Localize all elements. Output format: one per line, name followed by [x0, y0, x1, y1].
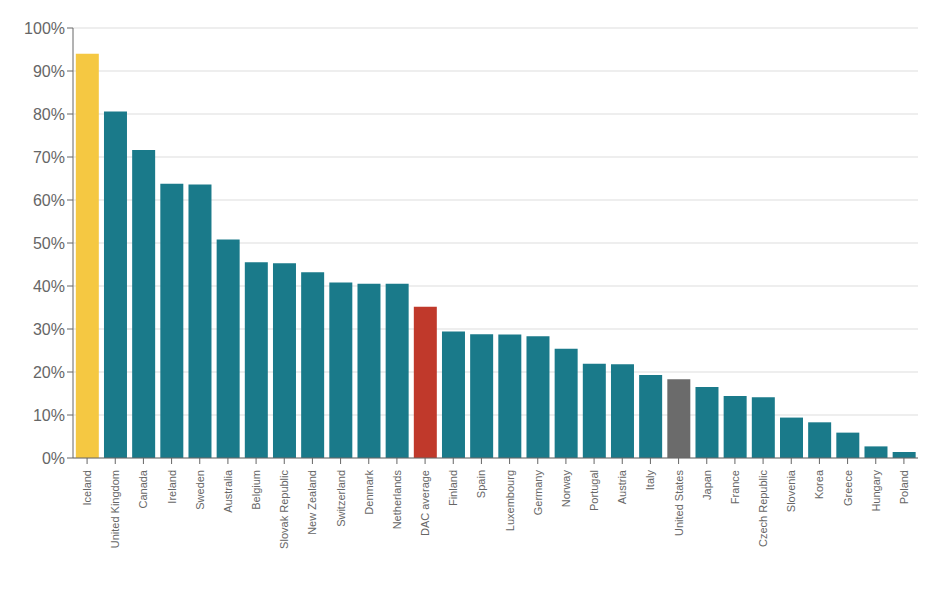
- svg-text:100%: 100%: [24, 20, 65, 37]
- svg-text:Italy: Italy: [644, 470, 656, 491]
- svg-text:France: France: [729, 470, 741, 504]
- svg-text:Slovenia: Slovenia: [785, 469, 797, 512]
- svg-text:60%: 60%: [33, 192, 65, 209]
- svg-text:Switzerland: Switzerland: [335, 470, 347, 527]
- svg-text:Ireland: Ireland: [166, 470, 178, 504]
- svg-text:Luxembourg: Luxembourg: [504, 470, 516, 531]
- svg-text:Greece: Greece: [842, 470, 854, 506]
- svg-text:50%: 50%: [33, 235, 65, 252]
- svg-text:Sweden: Sweden: [194, 470, 206, 510]
- svg-text:Portugal: Portugal: [588, 470, 600, 511]
- svg-text:Hungary: Hungary: [870, 470, 882, 512]
- svg-text:Germany: Germany: [532, 470, 544, 516]
- svg-text:90%: 90%: [33, 63, 65, 80]
- svg-text:Canada: Canada: [137, 469, 149, 508]
- svg-text:0%: 0%: [42, 450, 65, 467]
- svg-text:Spain: Spain: [475, 470, 487, 498]
- svg-text:Finland: Finland: [447, 470, 459, 506]
- svg-text:United States: United States: [673, 470, 685, 537]
- svg-text:70%: 70%: [33, 149, 65, 166]
- svg-text:10%: 10%: [33, 407, 65, 424]
- svg-text:Norway: Norway: [560, 470, 572, 508]
- svg-text:Iceland: Iceland: [81, 470, 93, 505]
- svg-text:Korea: Korea: [813, 469, 825, 499]
- svg-text:Poland: Poland: [898, 470, 910, 504]
- svg-text:Belgium: Belgium: [250, 470, 262, 510]
- svg-text:DAC average: DAC average: [419, 470, 431, 536]
- svg-text:Czech Republic: Czech Republic: [757, 470, 769, 548]
- svg-text:New Zealand: New Zealand: [306, 470, 318, 535]
- svg-text:80%: 80%: [33, 106, 65, 123]
- svg-text:20%: 20%: [33, 364, 65, 381]
- svg-text:40%: 40%: [33, 278, 65, 295]
- svg-text:Slovak Republic: Slovak Republic: [278, 470, 290, 549]
- svg-text:Japan: Japan: [701, 470, 713, 500]
- svg-text:Netherlands: Netherlands: [391, 470, 403, 530]
- svg-text:Denmark: Denmark: [363, 470, 375, 515]
- svg-text:Austria: Austria: [616, 469, 628, 504]
- svg-text:United Kingdom: United Kingdom: [109, 470, 121, 548]
- svg-text:30%: 30%: [33, 321, 65, 338]
- svg-text:Australia: Australia: [222, 469, 234, 513]
